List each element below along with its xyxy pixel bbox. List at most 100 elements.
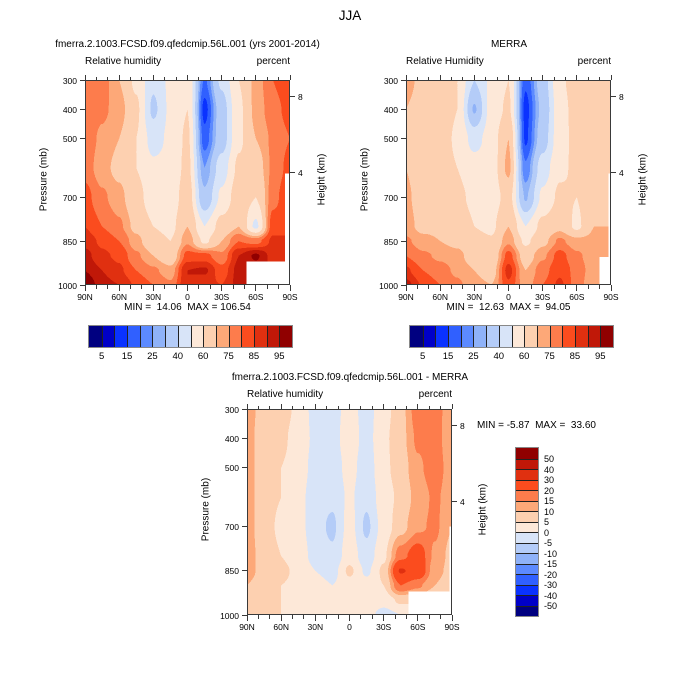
- lat-tick: [610, 74, 612, 80]
- colorbar-segment: [203, 326, 216, 347]
- pressure-tick: [80, 108, 85, 110]
- lat-tick: [209, 76, 211, 80]
- lat-tick-label: 90S: [603, 292, 619, 302]
- pressure-tick: [242, 408, 247, 410]
- lat-tick: [553, 285, 555, 289]
- lat-tick: [289, 285, 291, 291]
- lat-tick: [187, 285, 188, 291]
- colorbar-segment: [516, 542, 538, 553]
- lat-tick: [255, 285, 257, 291]
- pressure-tick: [80, 196, 85, 198]
- colorbar-segment: [215, 326, 229, 347]
- pressure-tick: [401, 196, 406, 198]
- pressure-tick-label: 850: [224, 566, 239, 577]
- colorbar-segment: [516, 448, 538, 459]
- lat-tick: [587, 76, 589, 80]
- lat-tick: [246, 615, 248, 621]
- lat-tick: [519, 76, 521, 80]
- lat-tick: [462, 285, 464, 289]
- colorbar-segment: [89, 326, 102, 347]
- lat-tick: [417, 403, 419, 409]
- colorbar-segment: [498, 326, 512, 347]
- lat-tick: [417, 615, 419, 621]
- colorbar-segment: [266, 326, 280, 347]
- colorbar-segment: [422, 326, 436, 347]
- lat-tick: [152, 74, 154, 80]
- lat-tick: [405, 615, 407, 619]
- colorbar-segment: [139, 326, 153, 347]
- colorbar-segment: [460, 326, 474, 347]
- lat-tick: [462, 76, 464, 80]
- colorbar-tick-label: 40: [493, 351, 505, 362]
- colorbar-segment: [177, 326, 191, 347]
- pressure-tick-label: 1000: [58, 280, 77, 291]
- lat-tick: [428, 285, 430, 289]
- colorbar-segment: [448, 326, 461, 347]
- lat-tick: [508, 74, 509, 80]
- pressure-tick-label: 400: [383, 104, 398, 115]
- lat-tick: [175, 285, 177, 289]
- lat-tick: [280, 615, 282, 621]
- colorbar-segment: [473, 326, 487, 347]
- colorbar-segment: [516, 595, 538, 606]
- pressure-tick: [242, 614, 247, 616]
- colorbar-tick-label: 10: [544, 506, 555, 517]
- height-tick: [611, 95, 616, 97]
- pressure-tick: [401, 284, 406, 286]
- lat-tick: [530, 76, 532, 80]
- lat-tick: [314, 403, 316, 409]
- colorbar-segment: [600, 326, 613, 347]
- colorbar-segment: [152, 326, 166, 347]
- colorbar-segment: [516, 532, 538, 543]
- lat-tick-label: 90S: [282, 292, 298, 302]
- lat-tick: [84, 285, 86, 291]
- pressure-tick: [242, 570, 247, 572]
- lat-tick: [130, 76, 132, 80]
- colorbar-segment: [190, 326, 204, 347]
- lat-tick-label: 90S: [444, 622, 460, 632]
- lat-tick: [542, 285, 544, 291]
- height-tick-label: 8: [619, 91, 624, 102]
- lat-tick: [289, 74, 291, 80]
- colorbar-segment: [511, 326, 525, 347]
- lat-tick-label: 30S: [376, 622, 392, 632]
- lat-tick: [383, 403, 385, 409]
- lat-tick: [530, 285, 532, 289]
- lat-tick: [278, 76, 280, 80]
- colorbar-segment: [486, 326, 499, 347]
- lat-tick: [266, 285, 268, 289]
- lat-tick: [576, 285, 578, 291]
- colorbar-model: 5 15 25 40 60 75 85 95: [88, 325, 293, 362]
- colorbar-segment: [228, 326, 242, 347]
- height-tick: [290, 95, 295, 97]
- lat-tick: [564, 285, 566, 289]
- contour-canvas-model: [85, 80, 290, 285]
- lat-tick: [485, 76, 487, 80]
- colorbar-segment: [536, 326, 550, 347]
- panel-merra-subtitle-left: Relative Humidity: [406, 56, 484, 67]
- lat-tick: [326, 615, 328, 619]
- colorbar-tick-label: 60: [197, 351, 209, 362]
- lat-tick: [383, 615, 385, 621]
- colorbar-segment: [410, 326, 423, 347]
- minmax-merra: MIN = 12.63 MAX = 94.05: [446, 302, 571, 313]
- height-tick-label: 8: [460, 421, 465, 432]
- colorbar-segment: [516, 584, 538, 595]
- lat-tick: [269, 405, 271, 409]
- pressure-tick: [401, 138, 406, 140]
- lat-tick: [394, 405, 396, 409]
- lat-tick-label: 90N: [239, 622, 255, 632]
- colorbar-tick-label: 5: [99, 351, 105, 362]
- lat-tick: [428, 405, 430, 409]
- colorbar-segment: [524, 326, 537, 347]
- colorbar-segment: [279, 326, 292, 347]
- lat-tick: [232, 285, 234, 289]
- height-tick-label: 4: [298, 167, 303, 178]
- colorbar-segment: [516, 521, 538, 532]
- pressure-axis-label-diff: Pressure (mb): [200, 477, 212, 542]
- lat-tick-label: 60S: [410, 622, 426, 632]
- colorbar-tick-label: 20: [544, 485, 555, 496]
- colorbar-tick-label: 30: [544, 475, 555, 485]
- colorbar-tick-label: 50: [544, 454, 555, 464]
